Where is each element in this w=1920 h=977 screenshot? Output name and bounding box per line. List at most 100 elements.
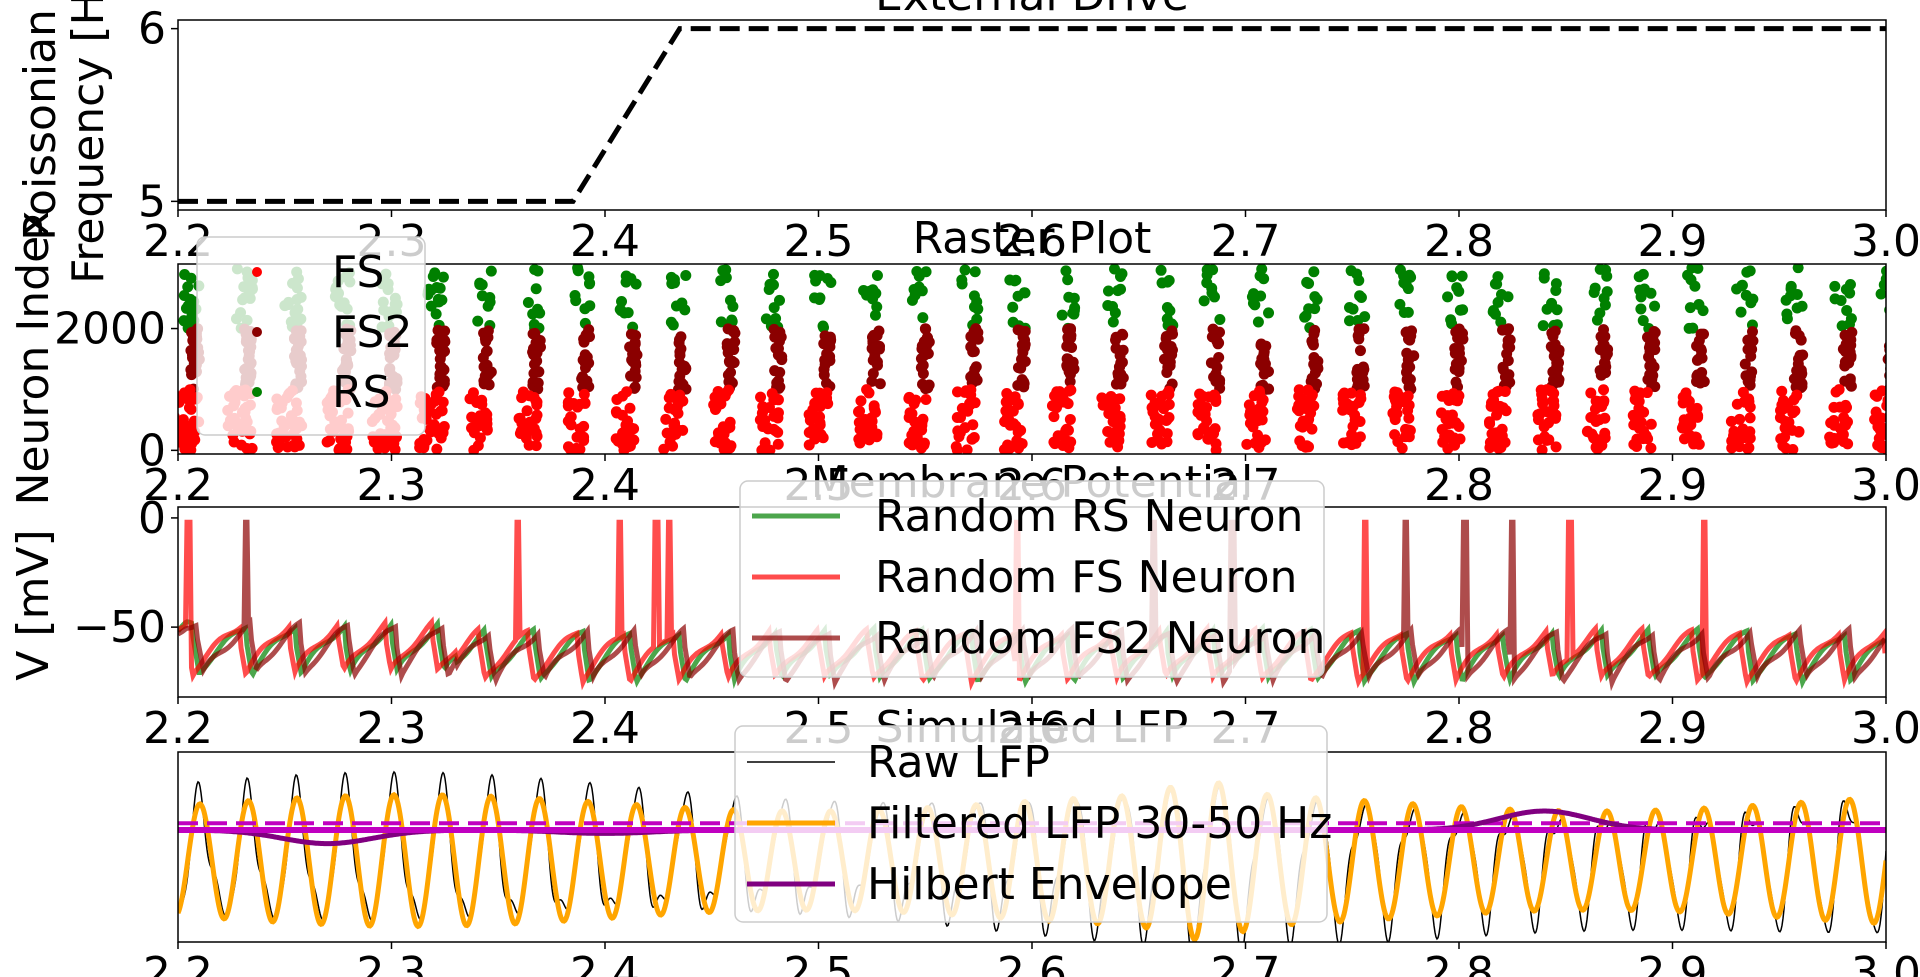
spike-point (1499, 436, 1511, 448)
spike-point (920, 383, 932, 395)
spike-point (1263, 307, 1275, 319)
x-tick-label: 3.0 (1851, 460, 1920, 511)
y-axis-ticks: 56 (138, 4, 178, 227)
spike-point (769, 425, 781, 437)
spike-point (1497, 361, 1509, 373)
spike-point (1115, 283, 1127, 295)
spike-point (1391, 408, 1403, 420)
spike-point (665, 388, 677, 400)
spike-point (1450, 417, 1462, 429)
spike-point (1633, 271, 1645, 283)
spike-point (1589, 282, 1601, 294)
spike-point (908, 425, 920, 437)
spike-point (482, 300, 494, 312)
spike-point (1352, 315, 1364, 327)
spike-point (1064, 324, 1076, 336)
spike-point (1243, 399, 1255, 411)
spike-point (338, 443, 350, 454)
spike-point (1063, 291, 1075, 303)
spike-point (1446, 270, 1458, 282)
spike-point (871, 359, 883, 371)
spike-point (721, 386, 733, 398)
spike-point (967, 419, 979, 431)
x-tick-label: 2.2 (143, 948, 213, 977)
spike-point (584, 277, 596, 289)
spike-point (631, 349, 643, 361)
spike-point (757, 401, 769, 413)
spike-point (820, 377, 832, 389)
spike-point (1445, 314, 1457, 326)
spike-point (724, 356, 736, 368)
spike-point (1048, 411, 1060, 423)
x-tick-label: 2.4 (570, 460, 640, 511)
legend: Random RS Neuron Random FS Neuron Random F… (739, 480, 1325, 678)
spike-point (578, 431, 590, 443)
spike-point (1056, 309, 1068, 321)
spike-point (1782, 400, 1794, 412)
spike-point (578, 388, 590, 400)
spike-point (1637, 315, 1649, 327)
spike-point (1644, 369, 1656, 381)
spike-point (1726, 435, 1738, 447)
spike-point (480, 335, 492, 347)
spike-point (1825, 417, 1837, 429)
spike-point (563, 387, 575, 399)
spike-point (1548, 387, 1560, 399)
spike-point (437, 271, 449, 283)
spike-point (858, 284, 870, 296)
spike-point (1110, 334, 1122, 346)
spike-point (1205, 357, 1217, 369)
spike-point (1538, 268, 1550, 280)
spike-point (1115, 378, 1127, 390)
spike-point (658, 443, 670, 454)
spike-point (1440, 413, 1452, 425)
spike-point (1640, 430, 1652, 442)
spike-point (1532, 409, 1544, 421)
spike-point (1740, 370, 1752, 382)
spike-point (1725, 415, 1737, 427)
x-tick-label: 2.4 (570, 948, 640, 977)
spike-point (722, 369, 734, 381)
spike-point (915, 439, 927, 451)
spike-point (472, 315, 484, 327)
spike-point (1598, 324, 1610, 336)
spike-point (871, 301, 883, 313)
spike-point (1208, 291, 1220, 303)
spike-point (1244, 409, 1256, 421)
spike-point (1353, 275, 1365, 287)
spike-point (964, 384, 976, 396)
spike-point (574, 423, 586, 435)
spike-point (672, 407, 684, 419)
spike-point (515, 425, 527, 437)
spike-point (1689, 280, 1701, 292)
spike-point (437, 396, 449, 408)
spike-point (1891, 365, 1902, 376)
y-tick-label: 6 (138, 4, 166, 55)
spike-point (1337, 404, 1349, 416)
spike-point (1054, 386, 1066, 398)
legend-marker (252, 387, 262, 397)
x-tick-label: 2.5 (784, 948, 854, 977)
legend: FS FS2 RS (196, 236, 426, 436)
spike-point (1841, 305, 1853, 317)
spike-point (764, 278, 776, 290)
spike-point (1293, 399, 1305, 411)
spike-point (1685, 419, 1697, 431)
legend-marker (252, 267, 262, 277)
spike-point (676, 297, 688, 309)
spike-point (1544, 406, 1556, 418)
spike-point (772, 438, 784, 450)
legend-label: RS (332, 367, 391, 418)
x-tick-label: 2.9 (1638, 948, 1708, 977)
spike-point (1746, 326, 1758, 338)
spike-point (534, 307, 546, 319)
legend-label: FS (332, 247, 384, 298)
spike-point (1791, 389, 1803, 401)
spike-point (950, 441, 962, 453)
spike-point (1163, 388, 1175, 400)
spike-point (1502, 291, 1514, 303)
spike-point (675, 331, 687, 343)
spike-point (965, 330, 977, 342)
spike-point (1887, 365, 1898, 376)
spike-point (1839, 356, 1851, 368)
